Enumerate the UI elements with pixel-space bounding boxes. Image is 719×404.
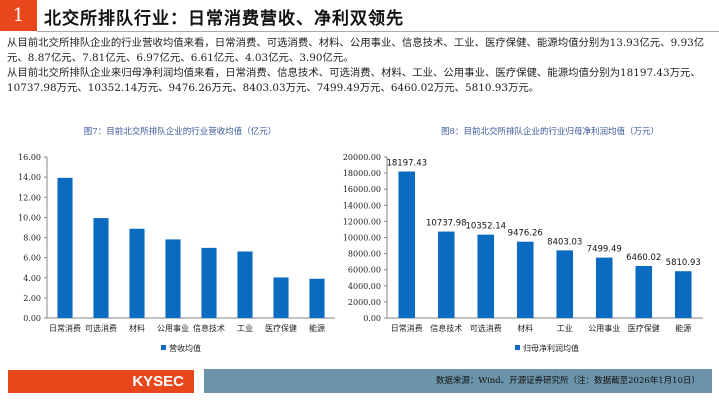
y-tick-label: 4.00 [23, 274, 41, 283]
y-tick-label: 0.00 [363, 314, 381, 323]
bar [165, 239, 181, 318]
y-tick-label: 10.00 [18, 213, 41, 222]
x-tick-label: 公用事业 [157, 323, 189, 333]
x-tick-label: 信息技术 [193, 323, 225, 333]
bar [57, 177, 73, 318]
bar [93, 218, 109, 318]
y-tick-label: 14.00 [18, 173, 41, 182]
x-tick-label: 能源 [675, 323, 691, 333]
x-tick-label: 可选消费 [85, 323, 117, 333]
bar [273, 277, 289, 318]
chart-title: 图7：目前北交所排队企业的行业营收均值（亿元） [84, 126, 276, 137]
y-tick-label: 8000.00 [348, 250, 381, 259]
bar [556, 250, 574, 318]
bar [516, 241, 534, 318]
data-label: 6460.02 [626, 253, 661, 263]
data-label: 10352.14 [465, 222, 506, 232]
y-tick-label: 6000.00 [348, 266, 381, 275]
y-tick-label: 6.00 [23, 254, 41, 263]
data-label: 18197.43 [386, 159, 427, 169]
bar [437, 231, 455, 318]
x-tick-label: 材料 [129, 323, 145, 333]
data-label: 7499.49 [587, 245, 622, 255]
legend-swatch [515, 345, 520, 350]
kysec-logo: KYSEC [8, 370, 194, 393]
y-tick-label: 16000.00 [343, 185, 381, 194]
x-tick-label: 医疗保健 [265, 323, 297, 333]
x-tick-label: 医疗保健 [628, 323, 660, 333]
page-title: 北交所排队行业：日常消费营收、净利双领先 [44, 9, 404, 29]
x-tick-label: 工业 [237, 323, 253, 333]
x-tick-label: 能源 [309, 323, 325, 333]
x-tick-label: 工业 [557, 323, 573, 333]
paragraph-profit: 从目前北交所排队企业来归母净利润均值来看，日常消费、信息技术、可选消费、材料、工… [7, 67, 701, 94]
paragraph-revenue: 从目前北交所排队企业的行业营收均值来看，日常消费、可选消费、材料、公用事业、信息… [7, 37, 705, 64]
data-label: 10737.98 [426, 219, 467, 229]
legend-label: 归母净利润均值 [523, 343, 579, 353]
y-tick-label: 20000.00 [343, 153, 381, 162]
bar [674, 271, 692, 318]
bar [635, 265, 653, 318]
x-tick-label: 日常消费 [391, 323, 423, 333]
y-tick-label: 16.00 [18, 153, 41, 162]
x-tick-label: 公用事业 [588, 323, 620, 333]
x-tick-label: 信息技术 [430, 323, 462, 333]
y-tick-label: 18000.00 [343, 169, 381, 178]
data-source: 数据来源：Wind、开源证券研究所（注：数据截至2026年1月10日） [204, 369, 712, 393]
y-tick-label: 8.00 [23, 234, 41, 243]
y-tick-label: 14000.00 [343, 201, 381, 210]
bar [201, 247, 217, 318]
section-number: 1 [0, 0, 37, 31]
bar [309, 278, 325, 318]
bar [129, 228, 145, 318]
data-label: 5810.93 [666, 258, 701, 268]
y-tick-label: 12000.00 [343, 217, 381, 226]
bar [398, 171, 416, 318]
legend-label: 营收均值 [169, 343, 201, 353]
x-tick-label: 材料 [517, 323, 533, 333]
title-divider [37, 31, 719, 32]
x-tick-label: 可选消费 [470, 323, 502, 333]
y-tick-label: 0.00 [23, 314, 41, 323]
y-tick-label: 10000.00 [343, 234, 381, 243]
data-label: 9476.26 [508, 229, 543, 239]
y-tick-label: 2.00 [23, 294, 41, 303]
y-tick-label: 2000.00 [348, 298, 381, 307]
legend-swatch [161, 345, 166, 350]
y-tick-label: 4000.00 [348, 282, 381, 291]
bar [595, 257, 613, 318]
bar [477, 234, 495, 318]
bar [237, 251, 253, 318]
y-tick-label: 12.00 [18, 193, 41, 202]
data-label: 8403.03 [547, 237, 582, 247]
chart-title: 图8：目前北交所排队企业的行业归母净利润均值（万元） [441, 126, 659, 137]
x-tick-label: 日常消费 [49, 323, 81, 333]
